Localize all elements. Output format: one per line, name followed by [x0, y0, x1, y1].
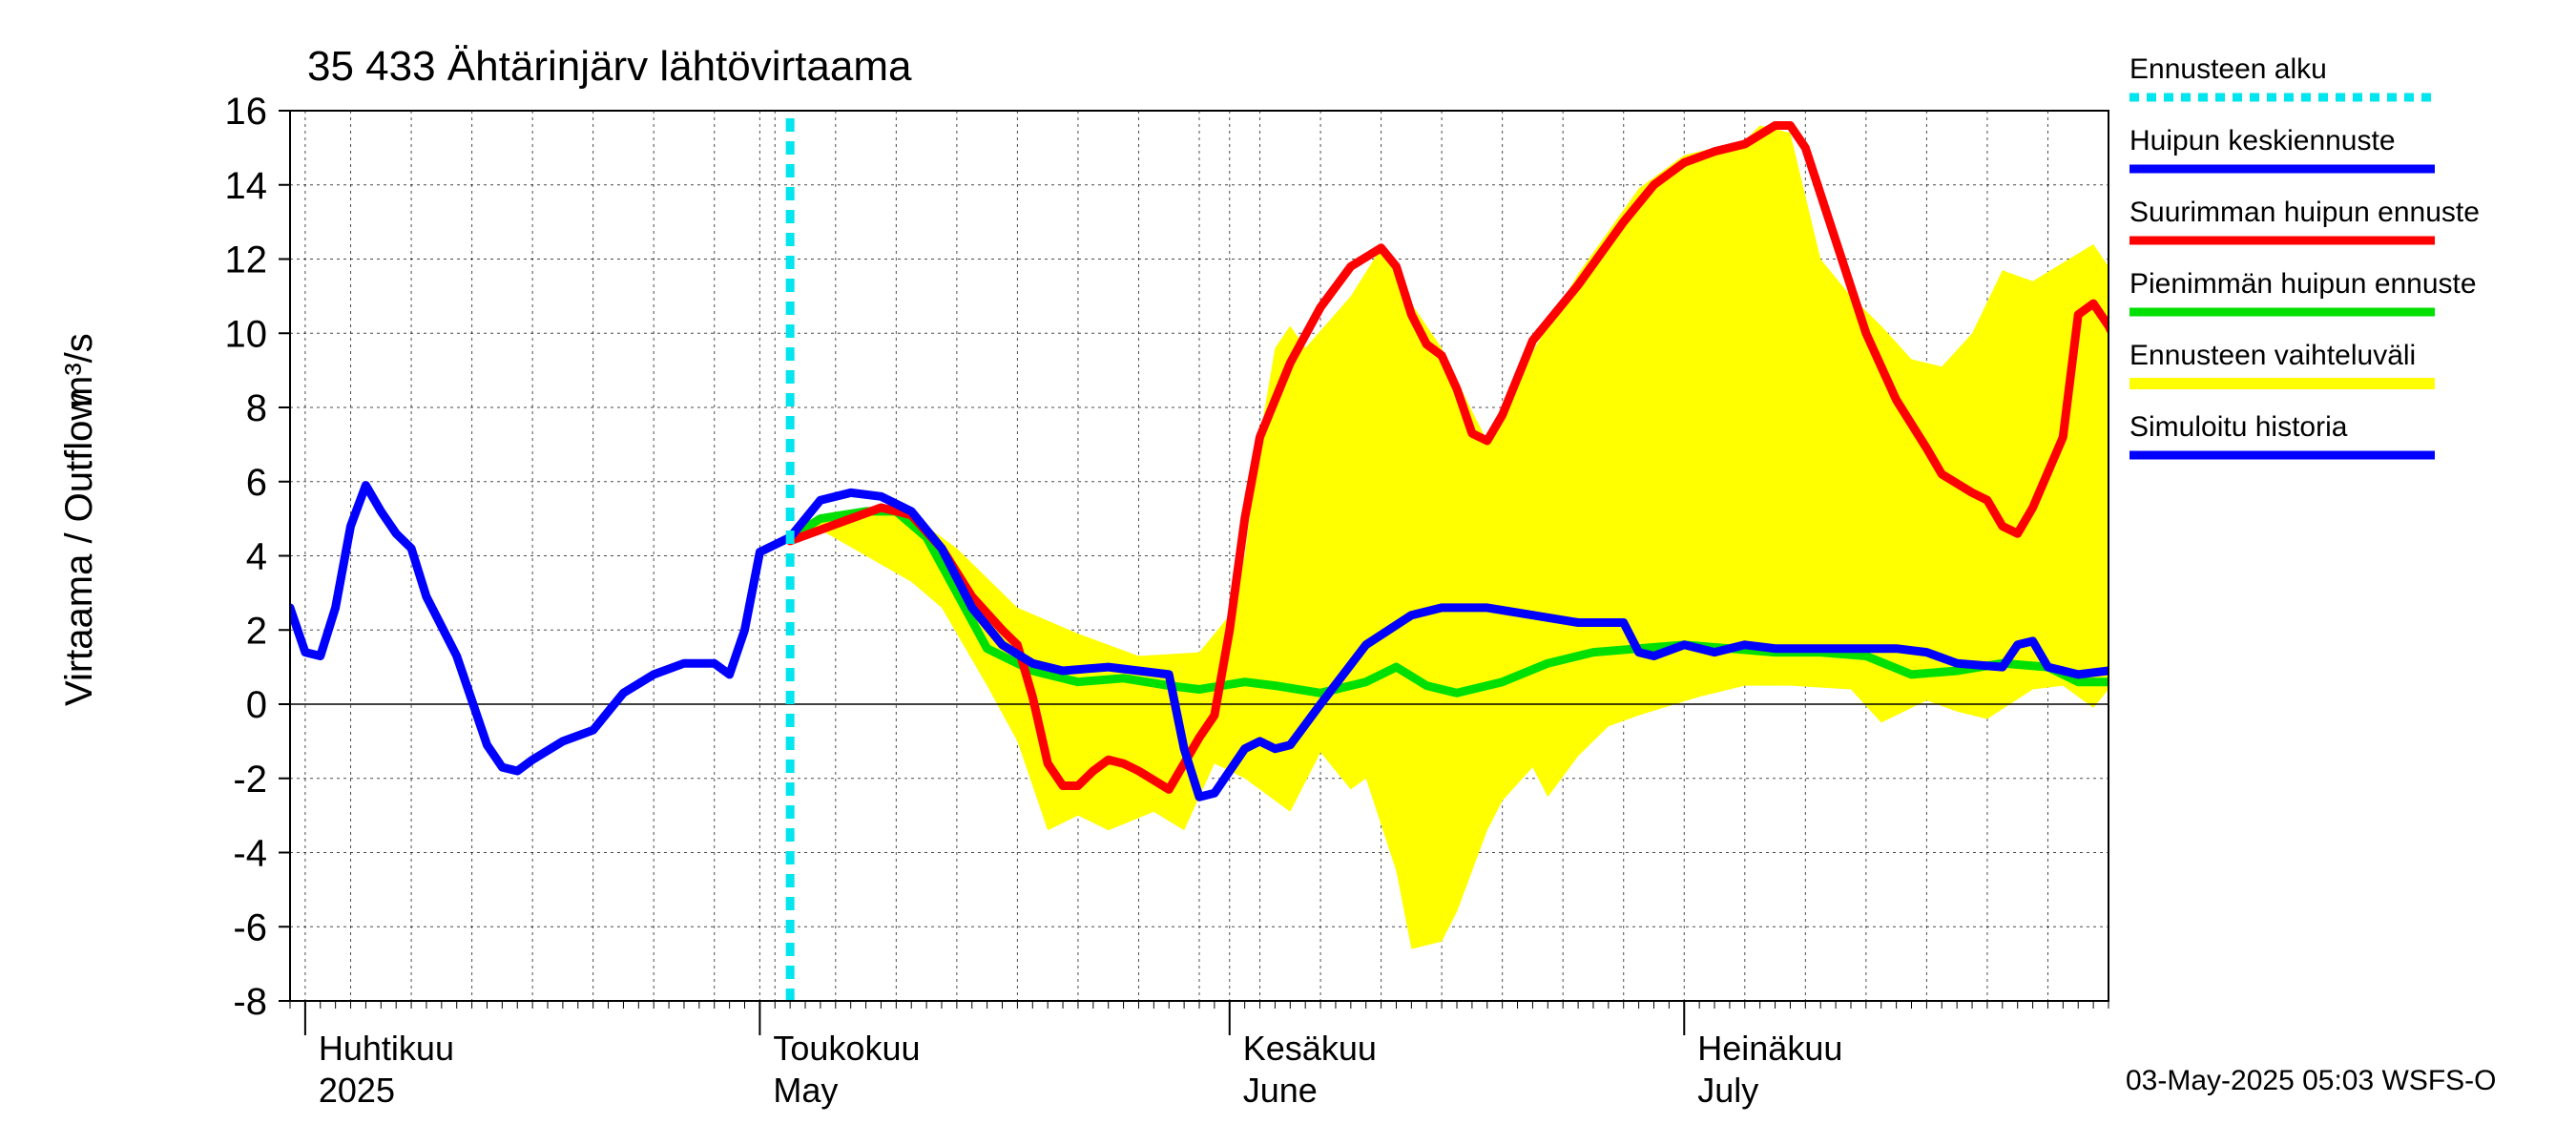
series-line-min — [785, 507, 2109, 697]
legend-label-range: Ennusteen vaihteluväli — [2129, 340, 2416, 371]
legend-label-history: Simuloitu historia — [2129, 411, 2348, 443]
x-month-sublabel: May — [773, 1071, 838, 1110]
y-tick-label: -6 — [233, 906, 267, 948]
y-tick-label: 4 — [246, 536, 267, 578]
y-tick-label: 16 — [225, 91, 268, 133]
y-tick-label: 2 — [246, 610, 267, 652]
legend-label-forecast_start: Ennusteen alku — [2129, 53, 2327, 85]
series-lines-layer — [290, 121, 2109, 802]
y-axis-unit: m³/s — [58, 333, 100, 407]
series-line-history — [290, 481, 795, 776]
series-range-band — [790, 125, 2109, 949]
y-tick-label: 0 — [246, 684, 267, 726]
grid — [290, 111, 2109, 1001]
legend-label-max: Suurimman huipun ennuste — [2129, 197, 2480, 228]
legend-label-mean: Huipun keskiennuste — [2129, 125, 2396, 156]
series-line-mean — [785, 488, 2109, 802]
legend-label-min: Pienimmän huipun ennuste — [2129, 268, 2477, 300]
y-tick-label: -2 — [233, 759, 267, 801]
x-month-label: Toukokuu — [773, 1029, 920, 1068]
x-month-label: Kesäkuu — [1243, 1029, 1377, 1068]
y-tick-label: -8 — [233, 981, 267, 1023]
y-tick-label: 14 — [225, 165, 268, 207]
x-month-label: Heinäkuu — [1697, 1029, 1842, 1068]
y-tick-label: 10 — [225, 313, 268, 355]
y-tick-label: 12 — [225, 239, 268, 281]
y-axis-label: Virtaama / Outflow — [58, 393, 100, 706]
series-line-max — [785, 121, 2109, 794]
footer-timestamp: 03-May-2025 05:03 WSFS-O — [2126, 1065, 2497, 1096]
x-month-sublabel: June — [1243, 1071, 1318, 1110]
x-month-sublabel: 2025 — [319, 1071, 395, 1110]
y-tick-label: 8 — [246, 387, 267, 429]
x-month-label: Huhtikuu — [319, 1029, 454, 1068]
x-month-sublabel: July — [1697, 1071, 1758, 1110]
legend: Ennusteen alku Huipun keskiennuste Suurimm… — [2129, 53, 2480, 460]
range-band-layer — [790, 125, 2109, 949]
y-tick-label: -4 — [233, 833, 267, 875]
chart-title: 35 433 Ähtärinjärv lähtövirtaama — [307, 43, 912, 90]
y-tick-label: 6 — [246, 462, 267, 504]
